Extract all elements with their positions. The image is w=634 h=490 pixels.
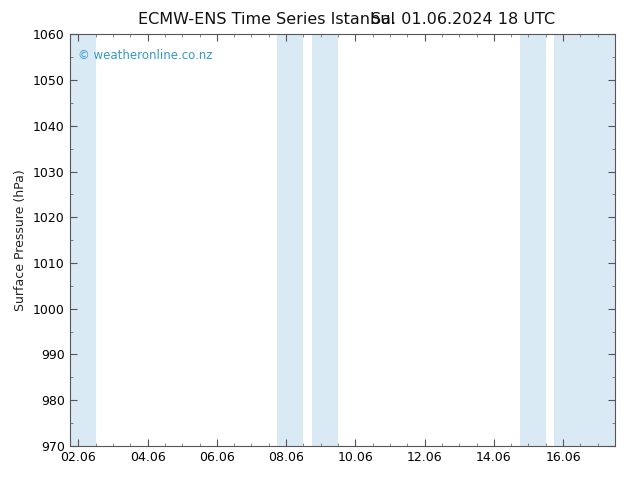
Text: Sa. 01.06.2024 18 UTC: Sa. 01.06.2024 18 UTC	[371, 12, 555, 27]
Bar	[70, 34, 96, 446]
Bar	[278, 34, 304, 446]
Bar	[554, 34, 615, 446]
Text: © weatheronline.co.nz: © weatheronline.co.nz	[78, 49, 212, 62]
Y-axis label: Surface Pressure (hPa): Surface Pressure (hPa)	[15, 169, 27, 311]
Bar	[520, 34, 546, 446]
Bar	[312, 34, 338, 446]
Text: ECMW-ENS Time Series Istanbul: ECMW-ENS Time Series Istanbul	[138, 12, 395, 27]
